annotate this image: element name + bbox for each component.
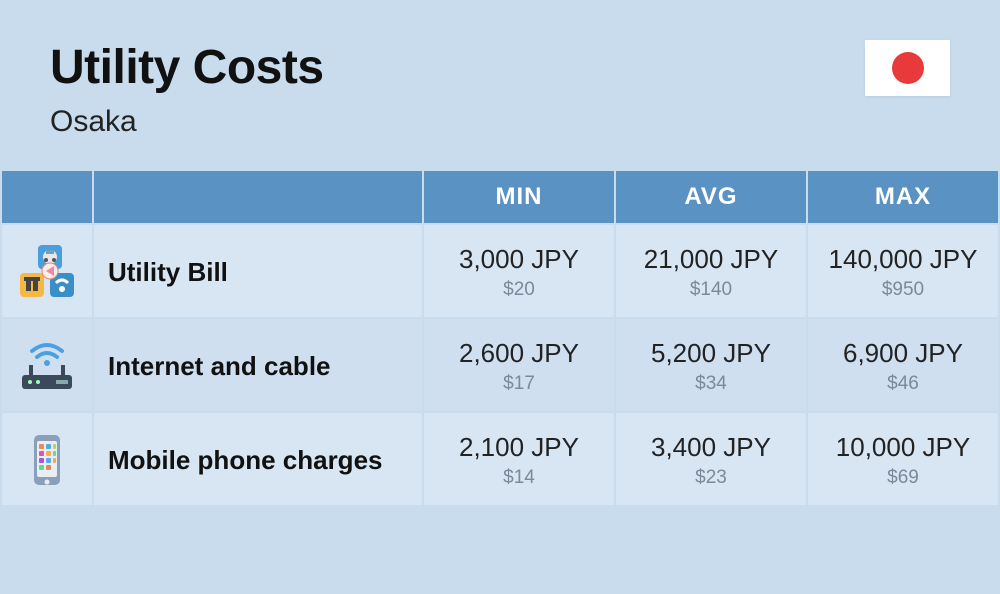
table-row: Utility Bill 3,000 JPY $20 21,000 JPY $1…	[1, 224, 999, 318]
cell-max: 140,000 JPY $950	[807, 224, 999, 318]
val-primary: 2,100 JPY	[434, 432, 604, 463]
val-secondary: $14	[434, 467, 604, 489]
table-header-row: MIN AVG MAX	[1, 170, 999, 224]
val-secondary: $20	[434, 279, 604, 301]
val-primary: 140,000 JPY	[818, 244, 988, 275]
val-primary: 2,600 JPY	[434, 338, 604, 369]
cell-avg: 3,400 JPY $23	[615, 412, 807, 506]
cell-max: 6,900 JPY $46	[807, 318, 999, 412]
val-primary: 10,000 JPY	[818, 432, 988, 463]
val-secondary: $140	[626, 279, 796, 301]
page-title: Utility Costs	[50, 40, 324, 95]
header-label-col	[93, 170, 423, 224]
header-min: MIN	[423, 170, 615, 224]
val-primary: 5,200 JPY	[626, 338, 796, 369]
router-icon	[1, 318, 93, 412]
val-secondary: $46	[818, 373, 988, 395]
table-row: Internet and cable 2,600 JPY $17 5,200 J…	[1, 318, 999, 412]
val-primary: 6,900 JPY	[818, 338, 988, 369]
val-secondary: $23	[626, 467, 796, 489]
utility-bill-icon	[1, 224, 93, 318]
cell-min: 2,600 JPY $17	[423, 318, 615, 412]
val-primary: 3,400 JPY	[626, 432, 796, 463]
table-row: Mobile phone charges 2,100 JPY $14 3,400…	[1, 412, 999, 506]
row-label: Utility Bill	[93, 224, 423, 318]
page-subtitle: Osaka	[50, 105, 324, 139]
header-max: MAX	[807, 170, 999, 224]
header: Utility Costs Osaka	[0, 0, 1000, 169]
title-block: Utility Costs Osaka	[50, 40, 324, 139]
phone-icon	[1, 412, 93, 506]
cell-max: 10,000 JPY $69	[807, 412, 999, 506]
cell-min: 2,100 JPY $14	[423, 412, 615, 506]
header-icon-col	[1, 170, 93, 224]
utility-costs-table: MIN AVG MAX	[0, 169, 1000, 507]
val-primary: 21,000 JPY	[626, 244, 796, 275]
cell-avg: 5,200 JPY $34	[615, 318, 807, 412]
header-avg: AVG	[615, 170, 807, 224]
val-primary: 3,000 JPY	[434, 244, 604, 275]
flag-dot	[892, 52, 924, 84]
cell-avg: 21,000 JPY $140	[615, 224, 807, 318]
val-secondary: $950	[818, 279, 988, 301]
val-secondary: $69	[818, 467, 988, 489]
val-secondary: $17	[434, 373, 604, 395]
row-label: Mobile phone charges	[93, 412, 423, 506]
row-label: Internet and cable	[93, 318, 423, 412]
val-secondary: $34	[626, 373, 796, 395]
japan-flag-icon	[865, 40, 950, 96]
cell-min: 3,000 JPY $20	[423, 224, 615, 318]
